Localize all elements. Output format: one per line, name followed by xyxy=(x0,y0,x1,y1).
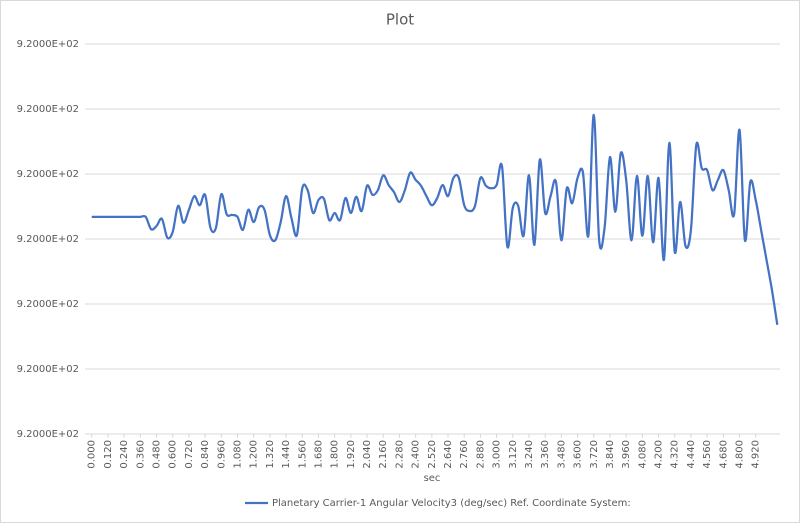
x-axis-label: sec xyxy=(424,473,441,484)
x-tick-label: 4.560 xyxy=(702,440,713,469)
x-tick-label: 1.920 xyxy=(346,440,357,469)
data-line xyxy=(91,113,779,325)
x-tick-label: 2.760 xyxy=(459,440,470,469)
x-tick-label: 3.360 xyxy=(540,440,551,469)
x-tick-label: 0.480 xyxy=(152,440,163,469)
x-tick-label: 4.080 xyxy=(637,440,648,469)
x-tick-label: 3.120 xyxy=(508,440,519,469)
x-tick-label: 0.720 xyxy=(184,440,195,469)
x-tick-label: 3.000 xyxy=(492,440,503,469)
x-tick-label: 1.200 xyxy=(249,440,260,469)
x-tick-label: 3.480 xyxy=(556,440,567,469)
x-tick-label: 0.960 xyxy=(216,440,227,469)
x-tick-label: 4.320 xyxy=(670,440,681,469)
x-tick-label: 0.000 xyxy=(87,440,98,469)
x-tick-label: 2.520 xyxy=(427,440,438,469)
x-tick-label: 1.440 xyxy=(281,440,292,469)
y-tick-label: 9.2000E+02 xyxy=(17,169,79,180)
x-tick-label: 4.440 xyxy=(686,440,697,469)
x-tick-label: 4.920 xyxy=(751,440,762,469)
x-tick-label: 1.560 xyxy=(297,440,308,469)
y-tick-label: 9.2000E+02 xyxy=(17,364,79,375)
x-tick-label: 1.800 xyxy=(330,440,341,469)
x-tick-label: 3.600 xyxy=(573,440,584,469)
x-tick-label: 4.200 xyxy=(654,440,665,469)
y-tick-label: 9.2000E+02 xyxy=(17,429,79,440)
x-tick-label: 2.280 xyxy=(394,440,405,469)
x-tick-label: 1.320 xyxy=(265,440,276,469)
x-tick-label: 2.640 xyxy=(443,440,454,469)
x-tick-label: 0.120 xyxy=(103,440,114,469)
x-tick-label: 1.080 xyxy=(232,440,243,469)
x-tick-label: 2.040 xyxy=(362,440,373,469)
x-tick-label: 2.880 xyxy=(475,440,486,469)
x-tick-label: 4.800 xyxy=(735,440,746,469)
chart-title: Plot xyxy=(386,11,414,29)
x-tick-label: 4.680 xyxy=(718,440,729,469)
x-tick-label: 3.840 xyxy=(605,440,616,469)
y-tick-label: 9.2000E+02 xyxy=(17,299,79,310)
y-tick-label: 9.2000E+02 xyxy=(17,234,79,245)
x-tick-label: 1.680 xyxy=(313,440,324,469)
x-tick-label: 3.240 xyxy=(524,440,535,469)
x-tick-label: 2.160 xyxy=(378,440,389,469)
x-tick-label: 0.600 xyxy=(168,440,179,469)
x-tick-label: 0.360 xyxy=(135,440,146,469)
y-tick-label: 9.2000E+02 xyxy=(17,39,79,50)
y-tick-label: 9.2000E+02 xyxy=(17,104,79,115)
x-tick-label: 0.240 xyxy=(119,440,130,469)
x-tick-label: 3.960 xyxy=(621,440,632,469)
x-tick-label: 3.720 xyxy=(589,440,600,469)
legend-label: Planetary Carrier-1 Angular Velocity3 (d… xyxy=(272,498,631,509)
x-tick-label: 0.840 xyxy=(200,440,211,469)
x-tick-label: 2.400 xyxy=(411,440,422,469)
